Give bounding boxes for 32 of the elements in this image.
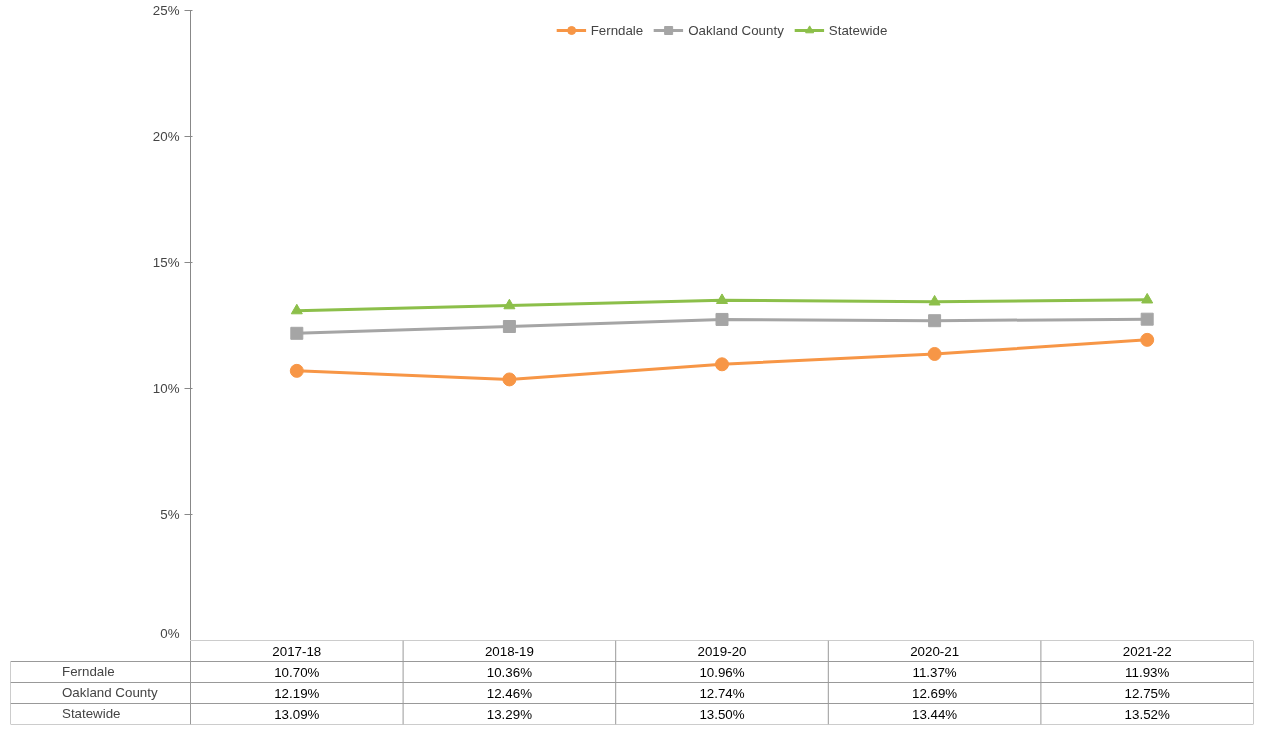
x-tick-label: 2021-22 (1122, 643, 1172, 659)
data-label: 10.36% (486, 664, 533, 680)
data-label: 12.46% (486, 685, 533, 701)
data-label: 13.50% (699, 706, 745, 722)
x-tick-label: 2017-18 (272, 643, 322, 659)
text: Ferndale (62, 664, 115, 679)
y-tick-label: 10% (152, 381, 180, 396)
data-label: 12.74% (699, 685, 745, 701)
y-tick-label: 5% (160, 507, 180, 522)
x-tick-label: 2019-20 (697, 643, 747, 659)
data-label: 13.09% (274, 706, 320, 722)
y-tick-label: 0% (160, 625, 180, 641)
x-tick-label: 2018-19 (484, 643, 534, 659)
y-tick-label: 20% (152, 129, 180, 144)
legend-label: Ferndale (590, 22, 644, 38)
y-tick-label: 15% (152, 255, 180, 270)
data-label: 12.75% (1124, 685, 1170, 701)
legend-label: Oakland County (688, 22, 784, 38)
data-label: 10.96% (699, 664, 745, 680)
data-label: 13.44% (912, 706, 958, 722)
y-tick-label: 25% (152, 3, 180, 18)
text: Oakland County (62, 685, 158, 700)
data-label: 11.93% (1125, 664, 1170, 680)
legend-label: Statewide (828, 22, 888, 38)
data-label: 11.37% (912, 664, 957, 680)
data-label: 10.70% (274, 664, 320, 680)
data-label: 12.69% (912, 685, 958, 701)
text: Statewide (62, 706, 121, 721)
data-label: 12.19% (274, 685, 320, 701)
data-label: 13.52% (1124, 706, 1170, 722)
x-tick-label: 2020-21 (910, 643, 960, 659)
data-label: 13.29% (486, 706, 533, 722)
